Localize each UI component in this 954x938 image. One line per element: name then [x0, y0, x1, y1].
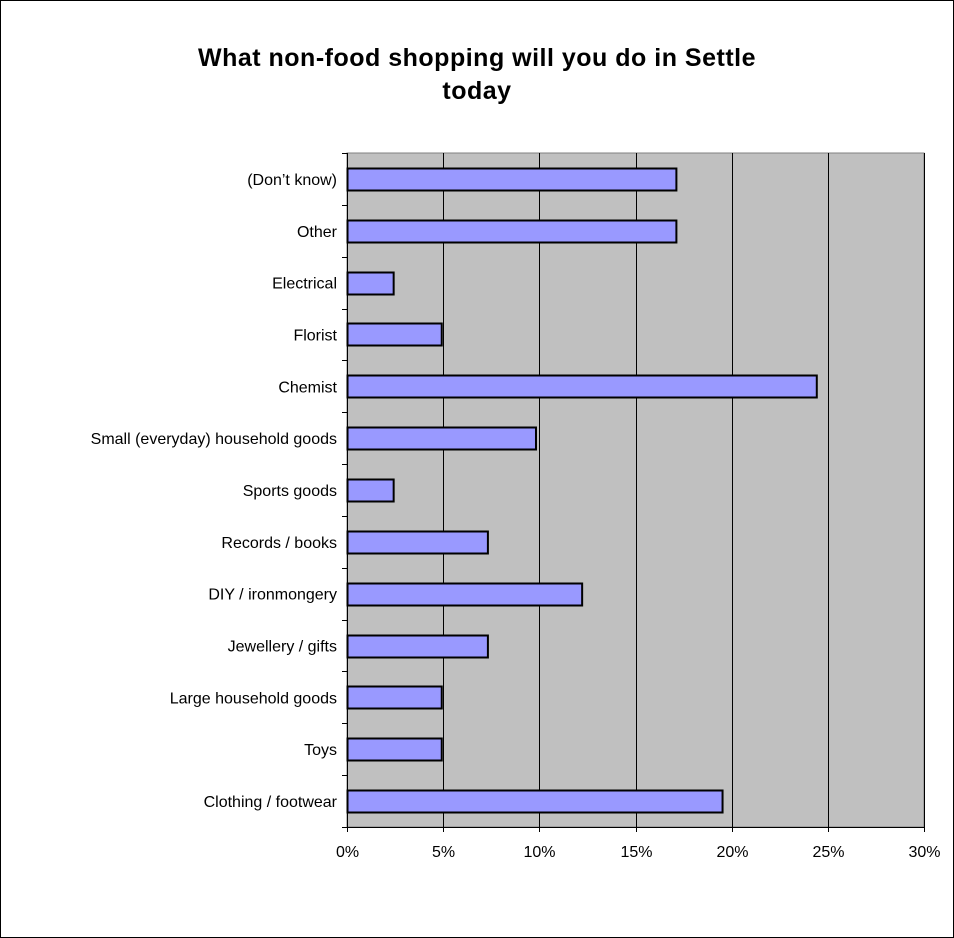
chart-title: What non-food shopping will you do in Se… — [0, 42, 954, 108]
bar — [346, 582, 584, 607]
bar — [346, 271, 395, 296]
x-tick-label: 5% — [432, 844, 455, 861]
category-label: Toys — [304, 742, 337, 759]
category-label: Records / books — [221, 535, 337, 552]
bar — [346, 530, 489, 555]
chart-title-line-1: What non-food shopping will you do in Se… — [197, 44, 757, 72]
x-tick-label: 0% — [336, 844, 359, 861]
x-tick-label: 25% — [812, 844, 844, 861]
bar — [346, 478, 395, 503]
bar — [346, 685, 443, 710]
category-label: Florist — [293, 327, 337, 344]
x-tick-label: 20% — [716, 844, 748, 861]
x-tick-label: 10% — [523, 844, 555, 861]
bar — [346, 634, 489, 659]
bar — [346, 426, 537, 451]
bar — [346, 167, 678, 192]
bar — [346, 789, 724, 814]
category-label: Electrical — [272, 276, 337, 293]
x-tick-label: 15% — [620, 844, 652, 861]
chart-title-line-2: today — [442, 77, 512, 105]
x-tick-label: 30% — [908, 844, 940, 861]
category-label: DIY / ironmongery — [208, 587, 337, 604]
category-label: Clothing / footwear — [204, 794, 338, 811]
category-label: (Don’t know) — [247, 172, 337, 189]
bar — [346, 374, 818, 399]
category-label: Chemist — [278, 379, 337, 396]
plot-area — [346, 152, 925, 828]
category-label: Jewellery / gifts — [228, 639, 337, 656]
bar — [346, 737, 443, 762]
category-label: Large household goods — [170, 690, 337, 707]
category-label: Small (everyday) household goods — [91, 431, 337, 448]
category-label: Other — [297, 224, 338, 241]
bar — [346, 322, 443, 347]
category-label: Sports goods — [243, 483, 337, 500]
bar — [346, 219, 678, 244]
